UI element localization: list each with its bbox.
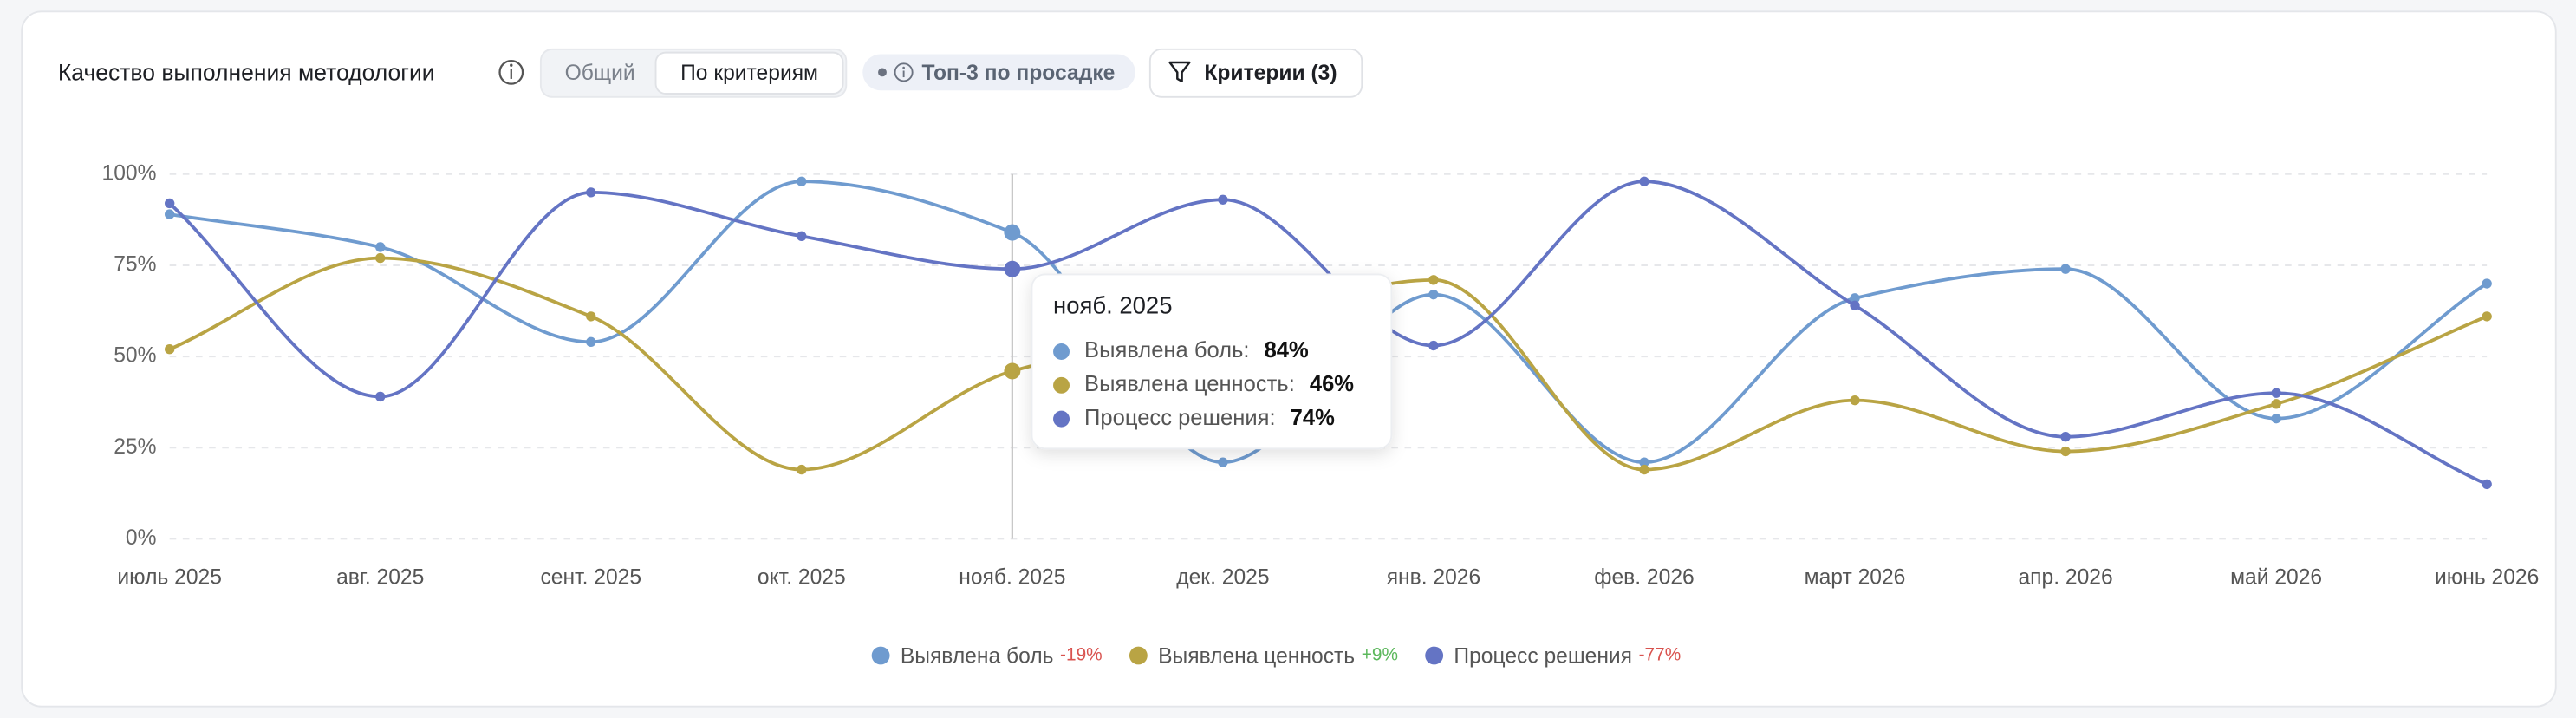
legend-label: Выявлена боль [901,644,1054,668]
data-point [1639,457,1649,467]
data-point [586,311,596,322]
chart-title: Качество выполнения методологии [58,59,435,85]
legend-swatch [871,646,890,665]
tooltip-label: Выявлена ценность: [1084,372,1295,396]
x-tick-label: июнь 2026 [2435,565,2539,589]
plot: 0% 25% 50% 75% 100% июль 2025 авг. 2025 сент. 2… [102,161,2540,668]
data-point [2060,432,2071,442]
legend-label: Выявлена ценность [1158,644,1355,668]
tooltip-value: 84% [1265,338,1309,362]
data-point [1850,395,1860,406]
data-point [2271,399,2281,409]
x-tick-label: сент. 2025 [540,565,641,589]
x-tick-label: нояб. 2025 [959,565,1065,589]
tooltip-box [1031,273,1393,450]
legend-delta: -19% [1060,645,1103,665]
data-point [1428,289,1439,300]
y-tick-label: 0% [126,526,157,550]
tooltip-label: Выявлена боль: [1084,338,1249,362]
data-point [2060,446,2071,457]
chip-label: Топ-3 по просадке [921,62,1115,85]
x-tick-label: окт. 2025 [758,565,846,589]
tooltip-value: 74% [1291,406,1335,430]
data-point [2271,413,2281,424]
y-tick-label: 50% [114,344,156,368]
chip[interactable] [862,54,1135,91]
filter-label[interactable]: Критерии (3) [1204,62,1337,85]
legend-delta: -77% [1639,645,1682,665]
legend-delta: +9% [1362,645,1398,665]
info-icon[interactable] [498,59,524,85]
x-tick-label: май 2026 [2230,565,2322,589]
data-point [1428,275,1439,285]
data-point [1428,340,1439,351]
data-point [1004,260,1021,277]
toggle-active-bg[interactable] [654,51,844,95]
data-point [1218,194,1228,205]
data-point [2060,264,2071,274]
data-point [586,336,596,348]
toggle-general[interactable]: Общий [565,62,635,85]
legend-swatch [1129,646,1148,665]
data-point [165,344,175,355]
tooltip-swatch [1053,376,1070,394]
data-point [1850,300,1860,310]
y-tick-label: 25% [114,435,156,459]
tooltip-value: 46% [1310,372,1354,396]
data-point [375,242,386,252]
x-tick-label: дек. 2025 [1176,565,1269,589]
data-point [165,198,175,209]
tooltip-label: Процесс решения: [1084,406,1276,430]
tooltip-title: нояб. 2025 [1053,292,1172,319]
x-tick-label: авг. 2025 [336,565,424,589]
data-point [2271,388,2281,398]
data-point [1218,457,1228,467]
data-point [797,231,807,242]
data-point [2482,311,2492,322]
data-point [375,391,386,402]
data-point [586,187,596,198]
data-point [1639,464,1649,475]
x-tick-label: март 2026 [1805,565,1906,589]
filter-icon [1168,61,1191,83]
data-point [2482,479,2492,490]
x-tick-label: янв. 2026 [1387,565,1480,589]
toggle-criteria[interactable]: По критериям [680,62,818,85]
tooltip-swatch [1053,410,1070,428]
filter-button[interactable] [1148,48,1363,98]
chip-dot [878,68,887,77]
x-tick-label: фев. 2026 [1594,565,1695,589]
x-tick-label: июль 2025 [117,565,222,589]
data-point [1004,362,1021,380]
y-tick-label: 75% [114,253,156,277]
data-point [1004,224,1021,241]
legend-swatch [1425,646,1444,665]
chip-info-icon [894,62,914,82]
legend-label: Процесс решения [1454,644,1632,668]
data-point [2482,278,2492,289]
data-point [1850,293,1860,304]
x-tick-label: апр. 2026 [2018,565,2112,589]
tooltip-swatch [1053,343,1070,360]
tooltip: нояб. 2025 Выявлена боль: 84% Выявлена ценн… [1031,273,1393,450]
data-point [375,252,386,264]
data-point [1639,176,1649,186]
data-point [165,209,175,219]
y-tick-label: 100% [102,161,157,185]
data-point [797,176,807,186]
data-point [797,464,807,475]
